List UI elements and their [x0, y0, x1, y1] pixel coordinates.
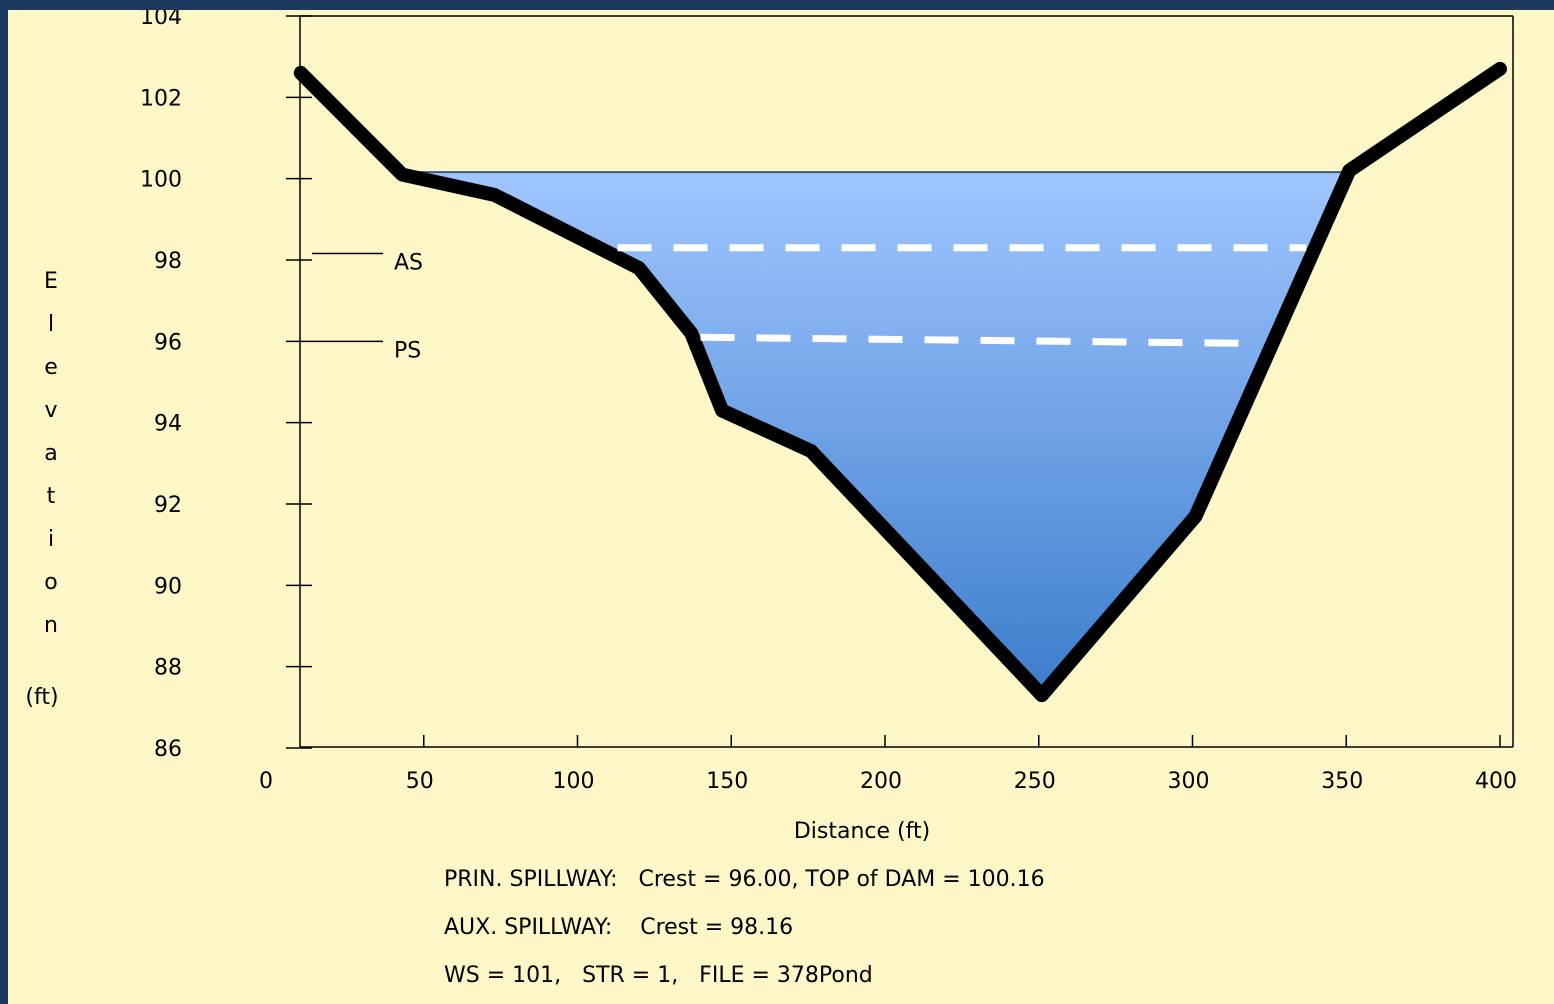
y-tick-label: 86	[154, 737, 182, 762]
y-axis-title-char: n	[44, 613, 58, 638]
y-tick-label: 102	[140, 86, 182, 111]
ground-profile-line	[293, 61, 1507, 703]
y-axis-title-char: t	[47, 484, 56, 509]
pond-cross-section-chart: 86 88 90 92 94 96 98 100 102 104 0 50 100 150 200 250 30…	[25, 10, 1517, 988]
x-tick-label: 150	[706, 769, 748, 794]
y-axis-title-char: l	[48, 312, 54, 337]
y-tick-label: 98	[154, 249, 182, 274]
x-tick-label: 350	[1321, 769, 1363, 794]
y-tick-label: 90	[154, 574, 182, 599]
y-axis-title-char: E	[44, 269, 58, 294]
x-tick-label: 200	[860, 769, 902, 794]
y-tick-label: 96	[154, 330, 182, 355]
y-axis-title-char: o	[44, 570, 57, 595]
x-tick-label: 0	[259, 769, 273, 794]
y-axis-unit: (ft)	[25, 685, 58, 710]
x-tick-label: 100	[553, 769, 595, 794]
water-area	[402, 170, 1350, 696]
y-axis-title-char: a	[44, 441, 57, 466]
y-axis-title-char: i	[48, 527, 54, 552]
y-axis-title-char: e	[44, 355, 58, 380]
y-tick-label: 104	[140, 10, 182, 30]
y-tick-label: 88	[154, 656, 182, 681]
y-tick-label: 92	[154, 493, 182, 518]
x-tick-label: 250	[1014, 769, 1056, 794]
spillway-note: AUX. SPILLWAY: Crest = 98.16	[444, 915, 793, 940]
spillway-note: PRIN. SPILLWAY: Crest = 96.00, TOP of DA…	[444, 867, 1045, 892]
marker-label: PS	[394, 338, 421, 363]
y-tick-label: 100	[140, 168, 182, 193]
chart-panel: 86 88 90 92 94 96 98 100 102 104 0 50 100 150 200 250 30…	[8, 10, 1554, 1004]
x-axis-title: Distance (ft)	[794, 819, 930, 844]
dashed-level-line	[700, 333, 1245, 347]
x-tick-label: 400	[1475, 769, 1517, 794]
spillway-note: WS = 101, STR = 1, FILE = 378Pond	[444, 963, 873, 988]
marker-label: AS	[394, 250, 423, 275]
x-tick-label: 300	[1168, 769, 1210, 794]
y-axis-title-char: v	[44, 398, 57, 423]
x-tick-label: 50	[406, 769, 434, 794]
y-tick-label: 94	[154, 412, 182, 437]
